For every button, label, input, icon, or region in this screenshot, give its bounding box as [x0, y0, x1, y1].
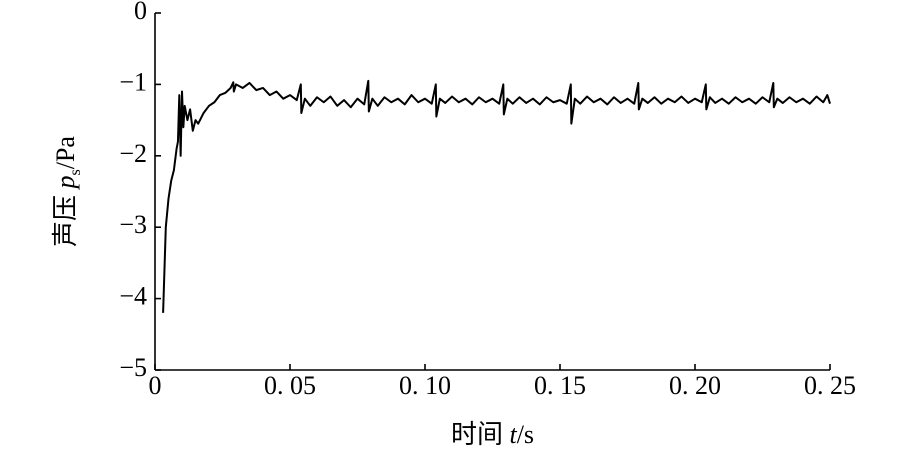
- y-axis-label-part: /Pa: [51, 136, 80, 170]
- x-axis-label: 时间 t/s: [451, 420, 534, 449]
- y-tick-label: −5: [119, 353, 147, 382]
- y-tick-label: −3: [119, 210, 147, 239]
- y-axis-label-part: p: [51, 175, 80, 190]
- x-tick-label: 0. 15: [534, 371, 586, 400]
- x-tick-label: 0. 05: [264, 371, 316, 400]
- x-axis-label-part: 时间: [451, 420, 510, 449]
- y-tick-label: −1: [119, 67, 147, 96]
- x-tick-label: 0. 20: [669, 371, 721, 400]
- x-axis-label-part: /s: [517, 420, 534, 449]
- y-tick-label: −2: [119, 139, 147, 168]
- x-axis-label-part: t: [509, 420, 517, 449]
- x-tick-label: 0: [149, 371, 162, 400]
- y-axis-label: 声压 ps/Pa: [51, 136, 84, 247]
- signal-line: [162, 79, 831, 313]
- y-axis-label-part: 声压: [51, 188, 80, 247]
- y-tick-label: −4: [119, 282, 147, 311]
- x-tick-label: 0. 25: [804, 371, 856, 400]
- y-tick-label: 0: [134, 0, 147, 25]
- x-tick-label: 0. 10: [399, 371, 451, 400]
- y-axis-label-part: s: [67, 169, 84, 175]
